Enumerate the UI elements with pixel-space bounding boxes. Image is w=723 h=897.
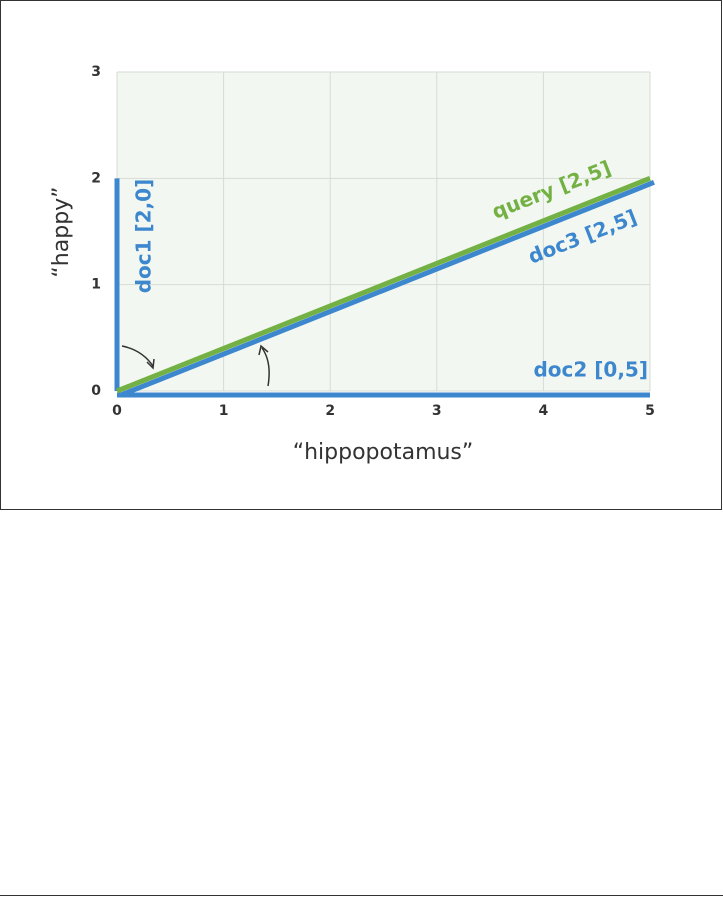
arrow-head bbox=[258, 344, 269, 356]
angle-arrow bbox=[121, 345, 154, 367]
x-tick-label: 1 bbox=[219, 403, 229, 419]
series-label: doc1 [2,0] bbox=[132, 179, 156, 294]
series-label: doc2 [0,5] bbox=[533, 358, 648, 382]
marks bbox=[114, 176, 655, 398]
series-line bbox=[116, 176, 651, 394]
angle-arrow bbox=[261, 347, 270, 387]
arrow-head bbox=[146, 358, 155, 370]
x-axis-title: “hippopotamus” bbox=[293, 440, 474, 465]
x-tick-label: 5 bbox=[645, 403, 655, 419]
x-tick-label: 3 bbox=[432, 403, 442, 419]
y-tick-label: 3 bbox=[91, 64, 101, 80]
y-tick-label: 2 bbox=[91, 170, 101, 186]
x-tick-label: 0 bbox=[112, 403, 122, 419]
plot-background bbox=[117, 72, 650, 391]
x-tick-label: 4 bbox=[539, 403, 549, 419]
figure-frame bbox=[0, 0, 722, 510]
y-axis-title: “happy” bbox=[49, 186, 74, 277]
y-tick-label: 1 bbox=[91, 277, 101, 293]
y-tick-label: 0 bbox=[91, 383, 101, 399]
x-tick-label: 2 bbox=[325, 403, 335, 419]
series-line bbox=[120, 180, 655, 398]
